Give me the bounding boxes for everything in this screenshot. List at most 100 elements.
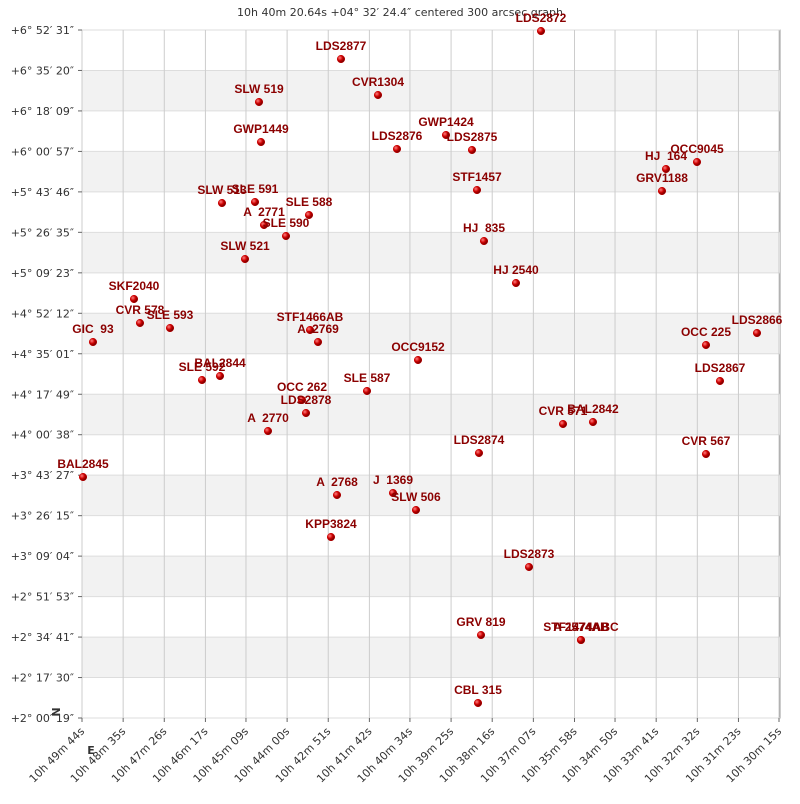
star xyxy=(362,386,372,396)
star-label: OCC 225 xyxy=(681,325,731,339)
star-label: GIC 93 xyxy=(72,322,114,336)
star-label: SLW 521 xyxy=(220,239,270,253)
star-label: CVR 571 xyxy=(539,404,588,418)
star-label: GRV 819 xyxy=(456,615,505,629)
y-tick-label: +5° 26′ 35″ xyxy=(11,226,74,239)
star xyxy=(476,630,486,640)
star xyxy=(336,54,346,64)
star-label: LDS2876 xyxy=(372,129,423,143)
star-label: SLE 587 xyxy=(344,371,391,385)
star xyxy=(715,376,725,386)
band xyxy=(82,637,780,678)
star-label: OCC 262 xyxy=(277,380,327,394)
star xyxy=(661,164,671,174)
star xyxy=(524,562,534,572)
y-tick-label: +6° 35′ 20″ xyxy=(11,64,74,77)
y-tick-label: +4° 52′ 12″ xyxy=(11,307,74,320)
y-tick-label: +3° 09′ 04″ xyxy=(11,550,74,563)
star xyxy=(392,144,402,154)
star xyxy=(129,294,139,304)
star xyxy=(692,157,702,167)
plot-area xyxy=(81,29,781,719)
star-label: SLE 593 xyxy=(147,308,194,322)
star-label: A 2771 xyxy=(243,205,285,219)
star xyxy=(297,395,307,405)
star xyxy=(254,97,264,107)
star xyxy=(197,375,207,385)
y-tick-label: +5° 43′ 46″ xyxy=(11,186,74,199)
star xyxy=(373,90,383,100)
grid xyxy=(81,29,780,719)
star-label: HJ 164 xyxy=(645,149,687,163)
band xyxy=(82,70,780,111)
star xyxy=(215,371,225,381)
star xyxy=(281,231,291,241)
band xyxy=(82,556,780,597)
star-label: LDS2866 xyxy=(732,313,783,327)
star-label: GRV1188 xyxy=(636,171,688,185)
star xyxy=(474,448,484,458)
star-label: OCC9045 xyxy=(670,142,724,156)
y-tick-label: +2° 17′ 30″ xyxy=(11,672,74,685)
y-tick-label: +2° 34′ 41″ xyxy=(11,631,74,644)
star-label: GWP1449 xyxy=(233,122,289,136)
y-tick-label: +2° 00′ 19″ xyxy=(11,712,74,725)
star-label: HJ 2540 xyxy=(493,263,539,277)
star-label: CVR 567 xyxy=(682,434,731,448)
star xyxy=(263,426,273,436)
star xyxy=(217,198,227,208)
star xyxy=(479,236,489,246)
star xyxy=(313,337,323,347)
star xyxy=(165,323,175,333)
y-tick-label: +3° 43′ 27″ xyxy=(11,469,74,482)
star-label: SLE 591 xyxy=(232,182,279,196)
star xyxy=(473,698,483,708)
y-tick-label: +4° 35′ 01″ xyxy=(11,348,74,361)
star xyxy=(326,532,336,542)
star xyxy=(576,635,586,645)
star-label: GWP1424 xyxy=(418,115,474,129)
y-tick-label: +6° 18′ 09″ xyxy=(11,105,74,118)
star-label: HJ 835 xyxy=(463,221,505,235)
band xyxy=(82,394,780,435)
star xyxy=(135,318,145,328)
star-label: SLE 592 xyxy=(179,360,226,374)
star-label: KPP3824 xyxy=(305,517,357,531)
star xyxy=(388,488,398,498)
star-label: CVR 578 xyxy=(116,303,165,317)
star-label: CBL 315 xyxy=(454,683,502,697)
star-label: STF1457 xyxy=(452,170,502,184)
star-label: A 2770 xyxy=(247,411,289,425)
star-label: LDS2878 xyxy=(281,393,332,407)
star-label: A 2574AB xyxy=(553,620,609,634)
star xyxy=(588,417,598,427)
star xyxy=(304,210,314,220)
star xyxy=(657,186,667,196)
y-tick-label: +5° 09′ 23″ xyxy=(11,267,74,280)
star xyxy=(88,337,98,347)
star-label: OCC9152 xyxy=(391,340,445,354)
star xyxy=(413,355,423,365)
star xyxy=(250,197,260,207)
band xyxy=(82,232,780,273)
star-label: J 1369 xyxy=(373,473,413,487)
star-label: SLE 590 xyxy=(263,216,310,230)
star-label: LDS2877 xyxy=(316,39,367,53)
star-label: STF1474ABC xyxy=(543,620,619,634)
bands xyxy=(82,70,780,678)
star-label: SLW 519 xyxy=(234,82,284,96)
star-label: BAL2842 xyxy=(567,402,619,416)
band xyxy=(82,313,780,354)
y-tick-label: +6° 52′ 31″ xyxy=(11,24,74,37)
star-label: LDS2875 xyxy=(447,130,498,144)
star xyxy=(256,137,266,147)
star xyxy=(441,130,451,140)
star xyxy=(240,254,250,264)
star xyxy=(467,145,477,155)
star xyxy=(472,185,482,195)
star-label: A 2769 xyxy=(297,322,339,336)
y-tick-label: +2° 51′ 53″ xyxy=(11,591,74,604)
star-label: CVR1304 xyxy=(352,75,404,89)
north-label: N xyxy=(50,707,63,716)
